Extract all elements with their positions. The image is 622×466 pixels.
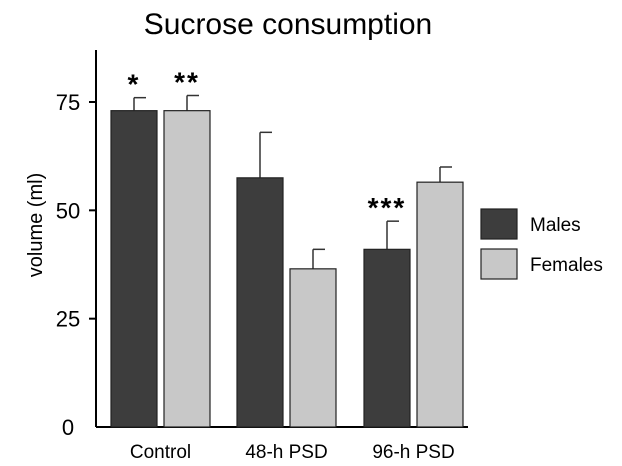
legend-label: Males [530, 215, 581, 236]
legend-label: Females [530, 255, 603, 276]
bar [163, 110, 211, 428]
y-tick-label: 75 [56, 90, 80, 115]
significance-marker: *** [368, 192, 407, 223]
legend-swatch [480, 208, 518, 240]
y-tick-label: 50 [56, 198, 80, 223]
x-tick-label: 96-h PSD [372, 442, 454, 463]
x-tick-label: 48-h PSD [245, 442, 327, 463]
y-tick-label: 0 [62, 415, 74, 440]
y-axis-label: volume (ml) [25, 173, 47, 277]
legend-swatch [480, 248, 518, 280]
bar [236, 177, 284, 428]
bar [363, 248, 411, 428]
bar [416, 181, 464, 428]
bar [110, 110, 158, 428]
x-tick-label: Control [130, 442, 191, 463]
legend: Males Females [480, 208, 603, 280]
y-tick-label: 25 [56, 307, 80, 332]
significance-marker: ** [174, 67, 200, 98]
chart-title: Sucrose consumption [144, 8, 433, 41]
bar [289, 268, 337, 428]
significance-marker: * [128, 69, 141, 100]
